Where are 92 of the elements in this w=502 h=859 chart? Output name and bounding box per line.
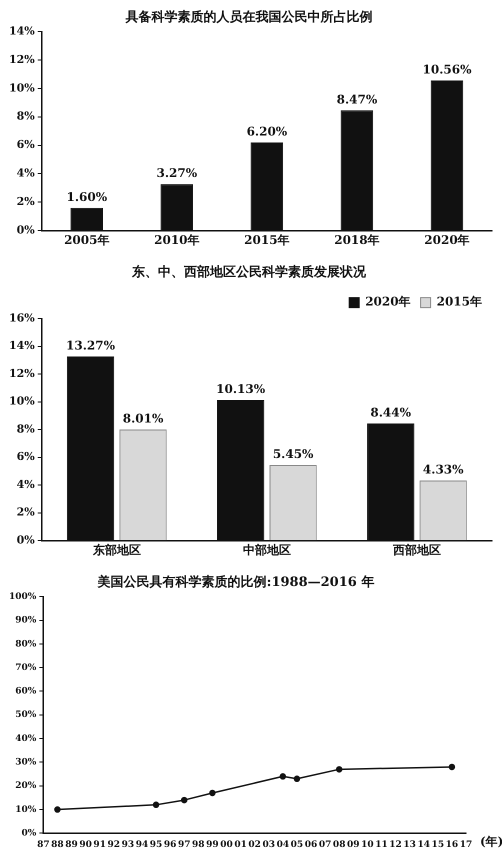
x-tick-label: 87 (37, 840, 50, 850)
y-tick-label: 6% (16, 138, 36, 152)
data-label: 3.27% (156, 166, 198, 180)
x-tick-label: 东部地区 (92, 542, 141, 557)
y-tick-label: 2% (16, 195, 36, 208)
x-tick-label: 98 (192, 840, 205, 850)
point (54, 806, 61, 813)
y-tick-label: 14% (8, 24, 36, 38)
y-tick-label: 8% (16, 110, 36, 123)
x-tick-label: 08 (332, 840, 346, 850)
x-tick-label: 92 (108, 840, 120, 850)
point (180, 796, 188, 804)
y-tick-label: 4% (16, 478, 36, 491)
x-tick-label: 89 (65, 840, 78, 850)
x-tick-label: 12 (389, 840, 402, 850)
point (294, 776, 300, 782)
data-label: 6.20% (246, 124, 288, 139)
y-tick-label: 30% (15, 758, 37, 768)
x-tick-label: 95 (150, 840, 162, 850)
data-label: 8.01% (122, 412, 164, 426)
x-tick-label: 94 (136, 840, 148, 850)
x-tick-label: 88 (51, 840, 64, 850)
y-tick-label: 40% (15, 734, 37, 744)
chart-title: 东、中、西部地区公民科学素质发展状况 (131, 264, 367, 280)
y-tick-label: 4% (16, 166, 36, 180)
y-tick-label: 0% (16, 223, 36, 236)
x-tick-label: 01 (234, 840, 247, 850)
x-tick-label: 16 (446, 840, 458, 850)
legend-label: 2020年 (365, 294, 411, 309)
x-tick-label: 02 (248, 840, 261, 850)
x-tick-label: 09 (347, 840, 360, 850)
y-tick-label: 8% (16, 422, 36, 436)
x-tick-label: 10 (361, 840, 374, 850)
legend-label: 2015年 (436, 294, 482, 309)
data-label: 5.45% (272, 447, 314, 462)
data-label: 10.56% (422, 62, 472, 77)
y-tick-label: 50% (15, 710, 37, 720)
data-label: 13.27% (66, 338, 116, 353)
y-tick-label: 100% (8, 592, 37, 602)
x-tick-label: 99 (206, 840, 219, 850)
x-tick-label: 04 (276, 840, 290, 850)
x-tick-label: 西部地区 (392, 542, 441, 557)
x-tick-label: 96 (164, 840, 176, 850)
x-tick-label: 中部地区 (242, 542, 291, 557)
x-tick-label: 05 (290, 840, 304, 850)
y-tick-label: 6% (16, 450, 36, 464)
y-tick-label: 0% (22, 828, 37, 839)
point (152, 802, 160, 808)
y-tick-label: 60% (15, 686, 37, 697)
chart-title: 具备科学素质的人员在我国公民中所占比例 (124, 9, 372, 26)
point (280, 773, 286, 780)
chart-title: 美国公民具有科学素质的比例:1988—2016 年 (96, 574, 374, 590)
x-tick-label: 07 (318, 840, 332, 850)
x-tick-label: 2005年 (64, 232, 110, 247)
y-tick-label: 10% (8, 81, 36, 94)
point (448, 764, 456, 770)
x-tick-label: 93 (122, 840, 134, 850)
y-tick-label: 0% (16, 533, 36, 546)
data-label: 10.13% (216, 382, 266, 396)
data-label: 8.44% (370, 406, 412, 420)
point (209, 790, 216, 796)
data-label: 1.60% (66, 190, 108, 204)
x-tick-label: 00 (220, 840, 233, 850)
y-tick-label: 16% (8, 311, 36, 324)
x-tick-label: 2010年 (154, 232, 200, 247)
y-tick-label: 10% (8, 394, 36, 408)
y-tick-label: 12% (8, 52, 36, 66)
x-tick-label: 97 (178, 840, 190, 850)
x-tick-label: 91 (93, 840, 106, 850)
x-tick-label: 17 (460, 840, 472, 850)
y-tick-label: 20% (15, 781, 37, 792)
x-tick-label: 2020年 (424, 232, 470, 247)
x-tick-label: 03 (262, 840, 276, 850)
y-tick-label: 80% (15, 639, 37, 650)
x-tick-label: 11 (375, 840, 388, 850)
y-tick-label: 14% (8, 339, 36, 352)
data-label: 8.47% (336, 92, 378, 106)
x-tick-label: 2018年 (334, 232, 380, 247)
y-tick-label: 12% (8, 366, 36, 380)
x-tick-label: 14 (417, 840, 430, 850)
x-tick-label: 15 (432, 840, 444, 850)
x-tick-label: 2015年 (244, 232, 290, 247)
y-tick-label: 2% (16, 506, 36, 519)
x-tick-label: 90 (79, 840, 92, 850)
y-tick-label: 70% (15, 662, 37, 673)
y-tick-label: 10% (15, 804, 37, 815)
data-label: 4.33% (422, 462, 464, 477)
x-tick-label: 13 (403, 840, 416, 850)
x-axis-title: (年) (480, 834, 502, 848)
x-tick-label: 06 (304, 840, 318, 850)
point (336, 766, 342, 773)
y-tick-label: 90% (15, 616, 37, 626)
